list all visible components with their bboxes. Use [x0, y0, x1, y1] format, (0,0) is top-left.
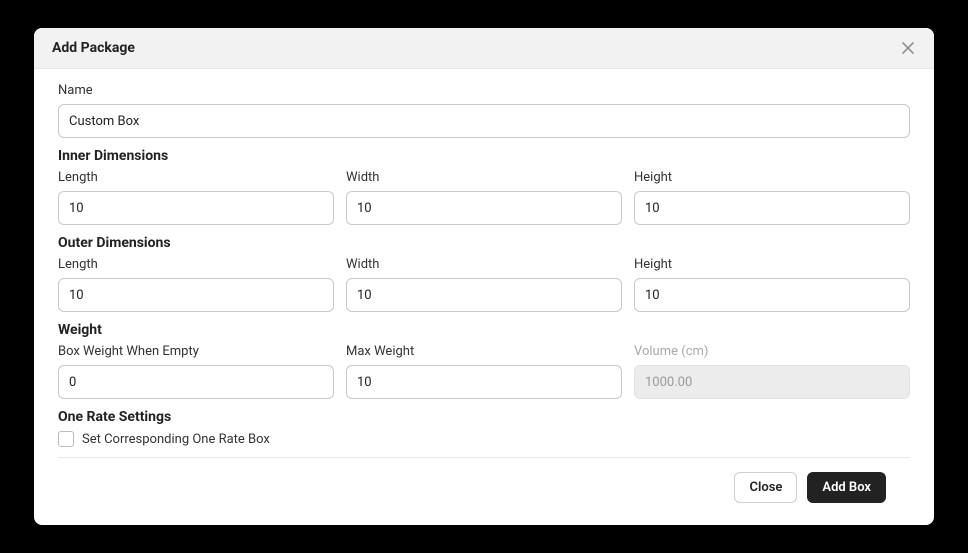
weight-heading: Weight: [58, 322, 910, 338]
volume-input: [634, 365, 910, 399]
name-label: Name: [58, 83, 910, 98]
outer-width-input[interactable]: [346, 278, 622, 312]
inner-height-label: Height: [634, 170, 910, 185]
box-weight-empty-input[interactable]: [58, 365, 334, 399]
outer-width-label: Width: [346, 257, 622, 272]
inner-dimensions-heading: Inner Dimensions: [58, 148, 910, 164]
max-weight-input[interactable]: [346, 365, 622, 399]
one-rate-checkbox[interactable]: [58, 431, 74, 447]
inner-length-input[interactable]: [58, 191, 334, 225]
close-button[interactable]: Close: [734, 472, 797, 503]
close-icon[interactable]: [900, 40, 916, 56]
max-weight-label: Max Weight: [346, 344, 622, 359]
name-field-group: Name: [58, 83, 910, 138]
inner-height-input[interactable]: [634, 191, 910, 225]
one-rate-checkbox-label: Set Corresponding One Rate Box: [82, 432, 270, 447]
outer-height-input[interactable]: [634, 278, 910, 312]
dialog-header: Add Package: [34, 28, 934, 69]
outer-dimensions-row: Length Width Height: [58, 257, 910, 312]
inner-dimensions-row: Length Width Height: [58, 170, 910, 225]
outer-length-input[interactable]: [58, 278, 334, 312]
dialog-title: Add Package: [52, 40, 135, 56]
box-weight-empty-label: Box Weight When Empty: [58, 344, 334, 359]
add-box-button[interactable]: Add Box: [807, 472, 886, 503]
outer-height-label: Height: [634, 257, 910, 272]
volume-label: Volume (cm): [634, 344, 910, 359]
inner-width-label: Width: [346, 170, 622, 185]
weight-row: Box Weight When Empty Max Weight Volume …: [58, 344, 910, 399]
name-input[interactable]: [58, 104, 910, 138]
outer-length-label: Length: [58, 257, 334, 272]
dialog-footer: Close Add Box: [58, 457, 910, 517]
inner-width-input[interactable]: [346, 191, 622, 225]
outer-dimensions-heading: Outer Dimensions: [58, 235, 910, 251]
one-rate-heading: One Rate Settings: [58, 409, 910, 425]
dialog-body: Name Inner Dimensions Length Width Heigh…: [34, 69, 934, 525]
one-rate-checkbox-row: Set Corresponding One Rate Box: [58, 431, 910, 447]
add-package-dialog: Add Package Name Inner Dimensions Length…: [34, 28, 934, 525]
inner-length-label: Length: [58, 170, 334, 185]
